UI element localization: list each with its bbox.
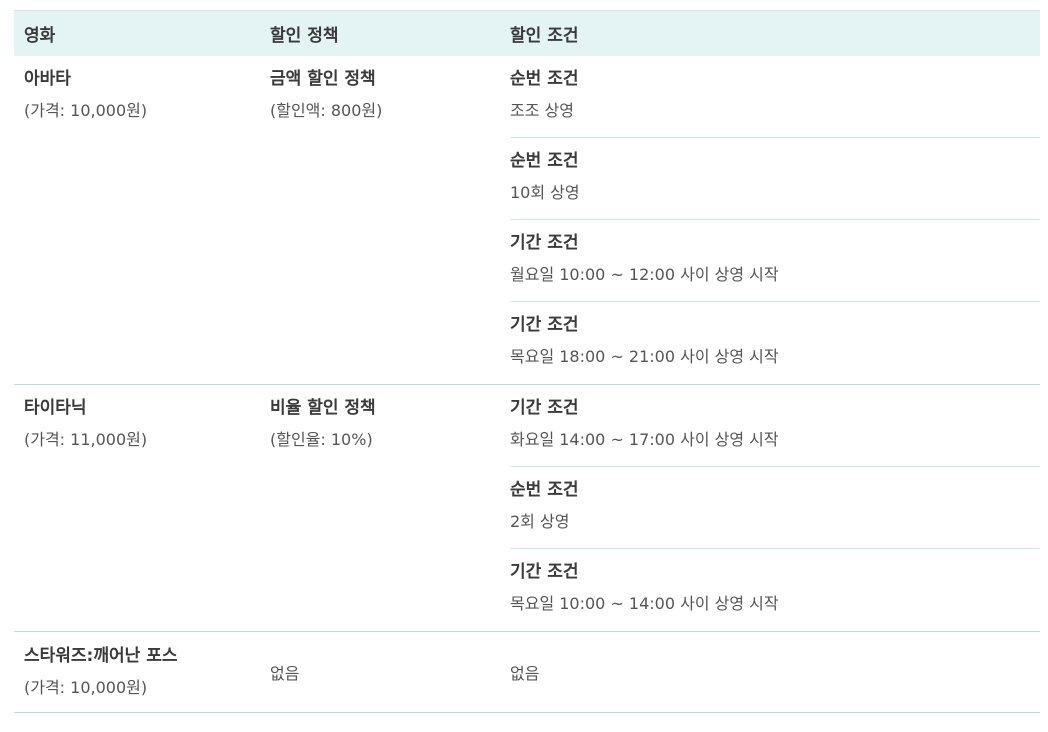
condition-title: 기간 조건 — [510, 315, 579, 335]
header-policy: 할인 정책 — [270, 26, 339, 46]
movie-price: (가격: 10,000원) — [24, 101, 148, 120]
condition-desc: 목요일 10:00 ~ 14:00 사이 상영 시작 — [510, 594, 779, 613]
condition-desc: 2회 상영 — [510, 512, 570, 531]
policy-cell: 비율 할인 정책 (할인율: 10%) — [260, 385, 500, 631]
movie-name: 아바타 — [24, 69, 71, 89]
condition-title: 순번 조건 — [510, 480, 579, 500]
header-movie: 영화 — [24, 26, 56, 46]
policy-detail: (할인율: 10%) — [270, 430, 373, 449]
condition-item: 기간 조건 목요일 18:00 ~ 21:00 사이 상영 시작 — [510, 302, 1040, 384]
movie-cell: 타이타닉 (가격: 11,000원) — [14, 385, 260, 631]
condition-desc: 화요일 14:00 ~ 17:00 사이 상영 시작 — [510, 430, 779, 449]
discount-table: 영화 할인 정책 할인 조건 아바타 (가격: 10,000원) 금액 할인 정… — [14, 10, 1040, 713]
condition-desc: 10회 상영 — [510, 183, 580, 202]
movie-name: 타이타닉 — [24, 398, 87, 418]
table-row: 아바타 (가격: 10,000원) 금액 할인 정책 (할인액: 800원) 순… — [14, 56, 1040, 385]
condition-desc: 월요일 10:00 ~ 12:00 사이 상영 시작 — [510, 265, 779, 284]
condition-item: 기간 조건 월요일 10:00 ~ 12:00 사이 상영 시작 — [510, 220, 1040, 302]
condition-item: 기간 조건 목요일 10:00 ~ 14:00 사이 상영 시작 — [510, 549, 1040, 631]
condition-item: 순번 조건 조조 상영 — [510, 56, 1040, 138]
condition-title: 기간 조건 — [510, 398, 579, 418]
table-header: 영화 할인 정책 할인 조건 — [14, 10, 1040, 56]
policy-cell: 없음 — [260, 660, 500, 684]
header-condition: 할인 조건 — [510, 26, 579, 46]
condition-item: 순번 조건 2회 상영 — [510, 467, 1040, 549]
movie-name: 스타워즈:깨어난 포스 — [24, 646, 178, 666]
condition-desc: 목요일 18:00 ~ 21:00 사이 상영 시작 — [510, 347, 779, 366]
policy-name: 없음 — [270, 664, 300, 683]
condition-title: 기간 조건 — [510, 233, 579, 253]
condition-item: 기간 조건 화요일 14:00 ~ 17:00 사이 상영 시작 — [510, 385, 1040, 467]
movie-price: (가격: 10,000원) — [24, 678, 148, 697]
condition-desc: 조조 상영 — [510, 101, 574, 120]
policy-detail: (할인액: 800원) — [270, 101, 383, 120]
movie-price: (가격: 11,000원) — [24, 430, 148, 449]
table-row: 스타워즈:깨어난 포스 (가격: 10,000원) 없음 없음 — [14, 632, 1040, 713]
policy-cell: 금액 할인 정책 (할인액: 800원) — [260, 56, 500, 384]
policy-name: 금액 할인 정책 — [270, 69, 376, 89]
condition-item: 순번 조건 10회 상영 — [510, 138, 1040, 220]
condition-title: 순번 조건 — [510, 151, 579, 171]
policy-name: 비율 할인 정책 — [270, 398, 376, 418]
condition-cell: 순번 조건 조조 상영 순번 조건 10회 상영 기간 조건 월요일 10:00… — [500, 56, 1040, 384]
condition-title: 순번 조건 — [510, 69, 579, 89]
condition-cell: 기간 조건 화요일 14:00 ~ 17:00 사이 상영 시작 순번 조건 2… — [500, 385, 1040, 631]
condition-title: 기간 조건 — [510, 562, 579, 582]
movie-cell: 스타워즈:깨어난 포스 (가격: 10,000원) — [14, 645, 260, 699]
condition-none: 없음 — [510, 664, 540, 683]
movie-cell: 아바타 (가격: 10,000원) — [14, 56, 260, 384]
table-row: 타이타닉 (가격: 11,000원) 비율 할인 정책 (할인율: 10%) 기… — [14, 385, 1040, 632]
condition-cell: 없음 — [500, 660, 1040, 684]
